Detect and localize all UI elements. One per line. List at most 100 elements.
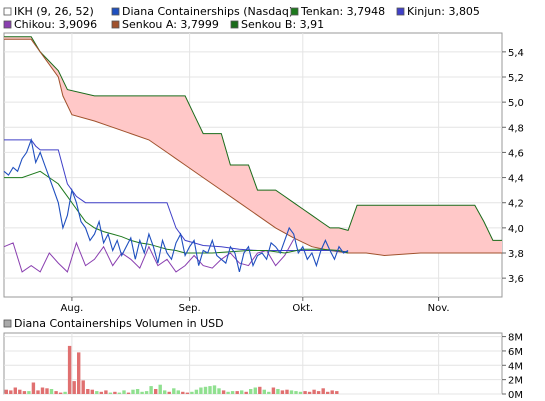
volume-bar [90,389,94,394]
volume-bar [95,391,99,394]
volume-bar [226,391,230,394]
volume-bar [154,389,158,394]
volume-bar [149,386,153,394]
volume-bar [67,345,72,394]
volume-bar [203,386,208,394]
volume-bar [298,391,303,394]
volume-bar [221,390,226,394]
volume-bar [117,392,122,394]
volume-bar [9,390,13,394]
price-panel-frame [3,32,503,298]
volume-bar [104,390,108,394]
volume-bar [312,389,316,394]
legend-label-5: Senkou A: 3,7999 [122,18,219,31]
volume-bar [285,389,289,394]
price-y-tick-label-5: 4,4 [508,174,524,185]
volume-bar [77,352,81,394]
volume-bar [86,389,90,394]
legend-label-4: Chikou: 3,9096 [14,18,97,31]
volume-bar [49,389,54,394]
volume-bar [72,381,76,394]
volume-bar [131,389,135,394]
price-y-tick-label-1: 5,2 [508,73,524,84]
volume-bar [303,391,307,394]
price-y-tick-label-4: 4,6 [508,148,524,159]
volume-bar [258,386,262,394]
volume-bar [167,391,171,394]
volume-bar [163,390,167,394]
price-x-tick-label-1: Sep. [179,303,201,314]
volume-bar [199,387,203,394]
legend-swatch-3 [396,7,405,16]
volume-bar [262,389,266,394]
volume-bar [307,391,312,394]
volume-bar [36,390,40,394]
volume-bar [271,387,276,394]
legend-label-1: Diana Containerships (Nasdaq) [122,5,293,18]
legend-label-6: Senkou B: 3,91 [241,18,324,31]
volume-bar [63,391,67,394]
volume-y-tick-label-2: 4M [508,361,523,372]
volume-bar [212,385,217,394]
legend-swatch-6 [230,20,239,29]
volume-bar [335,391,339,394]
volume-y-tick-label-3: 2M [508,376,523,387]
volume-bar [249,389,253,394]
price-y-tick-label-6: 4,2 [508,199,524,210]
legend-swatch-1 [111,7,120,16]
legend-swatch-5 [111,20,120,29]
volume-bar [244,391,248,394]
series-line-price [3,137,349,273]
volume-bar [126,392,131,394]
volume-bar [113,391,117,394]
price-x-tick-label-2: Okt. [292,303,313,314]
series-line-senkou-a [4,38,502,257]
volume-bar [18,389,22,394]
volume-bar [176,390,180,394]
legend-label-0: IKH (9, 26, 52) [14,5,94,18]
volume-bar [194,389,199,394]
volume-bar [330,390,334,394]
volume-y-tick-label-4: 0M [508,390,523,401]
series-line-senkou-b [4,36,502,241]
price-y-tick-label-7: 4,0 [508,224,524,235]
volume-bar [240,390,244,394]
volume-bar [321,388,325,394]
volume-bar [45,388,49,394]
volume-bar [289,390,294,394]
legend-swatch-0 [3,7,12,16]
legend-swatch-4 [3,20,12,29]
volume-bar [280,390,285,394]
volume-bar [58,392,63,394]
volume-bar [276,389,280,394]
volume-bar [181,391,185,394]
legend-label-3: Kinjun: 3,805 [407,5,480,18]
price-y-tick-label-8: 3,8 [508,249,524,260]
volume-title: Diana Containerships Volumen in USD [14,317,224,330]
price-x-tick-label-0: Aug. [61,303,84,314]
volume-bar [144,391,149,394]
volume-bar [294,391,298,394]
volume-bar [99,391,103,394]
volume-bar [81,380,85,394]
volume-bar [230,391,235,394]
legend-label-2: Tenkan: 3,7948 [300,5,385,18]
volume-bar [217,388,221,394]
volume-y-tick-label-1: 6M [508,347,523,358]
series-line-kijun [4,139,349,253]
volume-y-tick-label-0: 8M [508,333,523,344]
price-y-tick-label-2: 5,0 [508,98,524,109]
volume-bar [122,390,126,394]
volume-bar [31,382,36,394]
volume-bar [54,391,58,394]
volume-bar [316,391,321,394]
volume-bar [235,391,239,394]
price-x-tick-label-3: Nov. [428,303,450,314]
volume-bar [267,391,271,394]
volume-bar [108,392,113,394]
volume-bar [4,389,8,394]
volume-bar [190,391,194,394]
volume-bar [40,387,45,394]
